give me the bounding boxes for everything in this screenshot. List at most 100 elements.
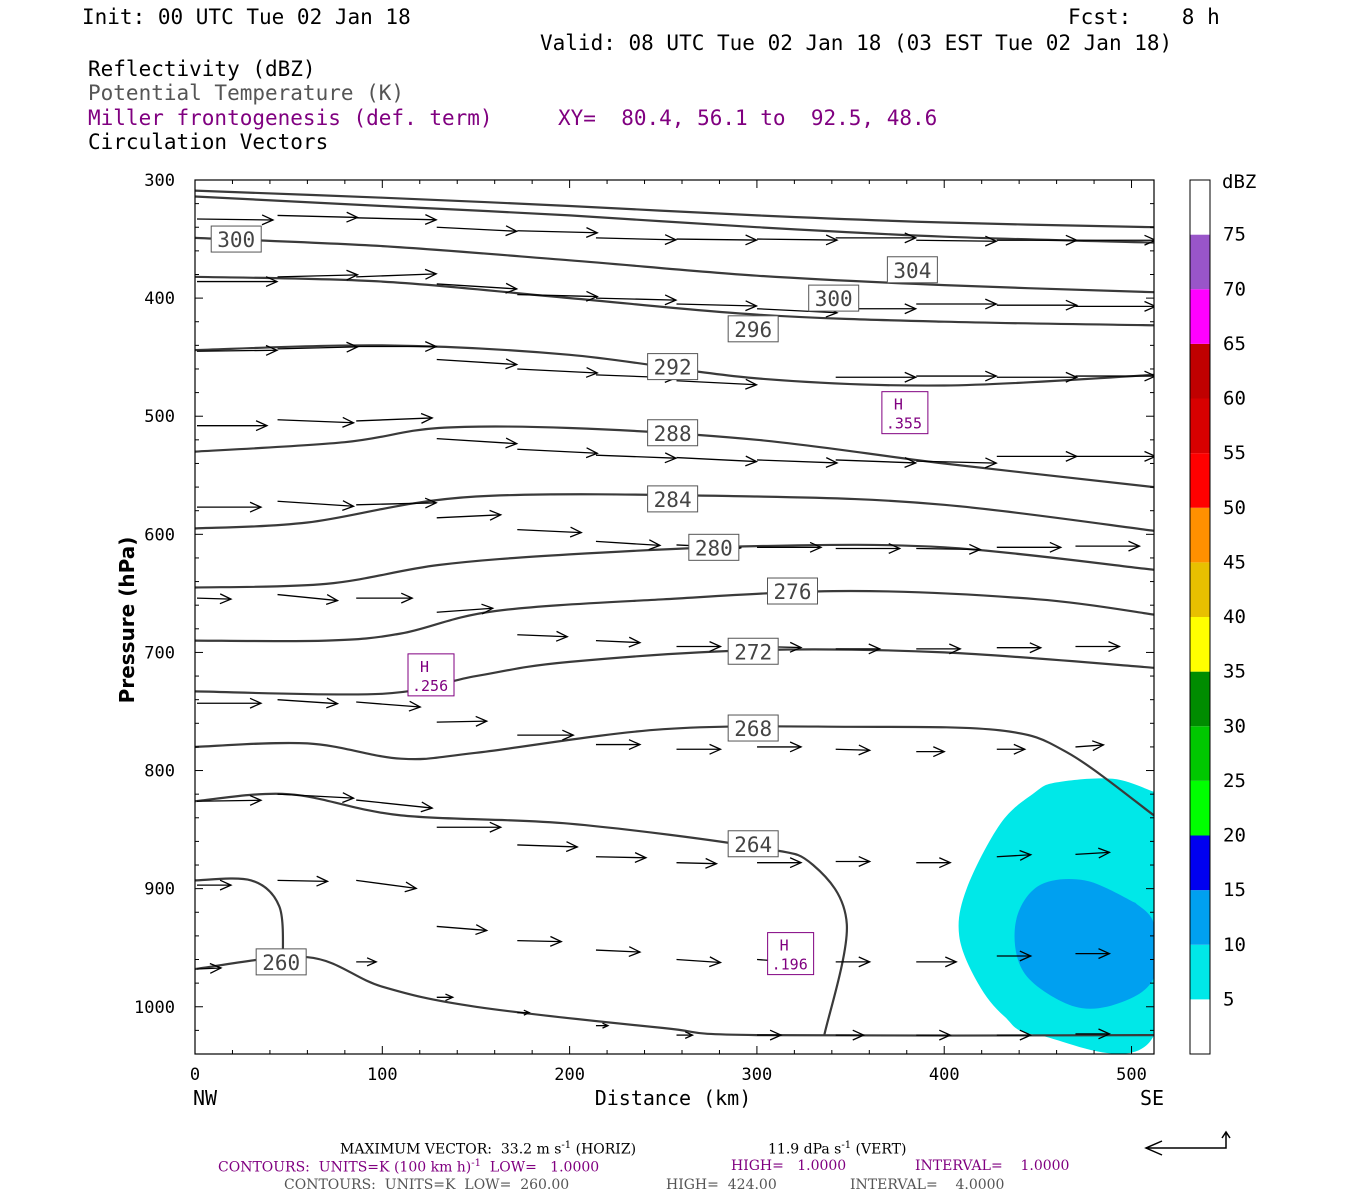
vector-head <box>342 416 356 428</box>
vector-head <box>664 234 678 246</box>
theta-contour-line <box>195 877 285 960</box>
circulation-vector <box>595 234 678 246</box>
colorbar-segment <box>1190 999 1210 1054</box>
vector-shaft <box>676 456 757 463</box>
circulation-vector <box>676 743 723 755</box>
circulation-vector <box>916 457 998 469</box>
vector-shaft <box>595 454 676 459</box>
circulation-vector <box>356 268 438 280</box>
vector-shaft <box>436 925 487 932</box>
circulation-vector <box>916 643 962 655</box>
contour-label: 268 <box>734 717 772 741</box>
frontogenesis-max-value: .355 <box>886 415 922 433</box>
circulation-vector <box>996 450 1079 462</box>
circulation-vector <box>356 700 422 712</box>
vector-head <box>939 1029 952 1041</box>
vector-shaft <box>436 438 517 445</box>
vector-head <box>249 794 263 806</box>
vector-shaft <box>517 634 568 638</box>
vector-shaft <box>916 547 981 551</box>
circulation-vector <box>835 643 882 655</box>
vector-shaft <box>517 939 562 943</box>
vector-head <box>628 946 642 958</box>
circulation-vector <box>197 276 279 288</box>
colorbar-level-label: 25 <box>1223 770 1246 792</box>
contour-label-box <box>647 485 699 513</box>
circulation-vector <box>916 298 998 310</box>
valid-time: Valid: 08 UTC Tue 02 Jan 18 (03 EST Tue … <box>540 31 1173 55</box>
circulation-vector <box>595 539 662 551</box>
circulation-vector <box>356 879 418 893</box>
vector-shaft <box>517 368 598 374</box>
vector-head <box>628 636 642 648</box>
circulation-vector <box>916 543 982 555</box>
vector-shaft <box>356 502 437 506</box>
vector-head <box>858 956 872 968</box>
vector-head <box>628 739 642 751</box>
circulation-vector <box>996 743 1027 755</box>
vector-head <box>424 497 438 509</box>
vector-head <box>1019 1029 1033 1041</box>
vector-shaft <box>517 844 578 848</box>
vector-shaft <box>676 238 757 241</box>
circulation-vector <box>916 857 952 869</box>
circulation-vector <box>197 879 233 891</box>
contour-label-box <box>727 830 779 858</box>
vector-head <box>825 234 839 246</box>
colorbar-level-label: 15 <box>1223 879 1246 901</box>
vector-head <box>904 303 918 315</box>
x-tick-label: 100 <box>367 1065 398 1085</box>
vector-head <box>265 276 279 288</box>
circulation-vector <box>356 412 434 424</box>
vector-shaft <box>916 460 997 464</box>
max-vector-info: MAXIMUM VECTOR: 33.2 m s-1 (HORIZ) <box>340 1140 637 1158</box>
vector-shaft <box>595 856 646 859</box>
vector-head <box>789 741 803 753</box>
colorbar-level-label: 60 <box>1223 388 1246 410</box>
vector-head <box>255 420 269 432</box>
circulation-vector <box>595 852 648 864</box>
x-tick-label: 0 <box>190 1065 200 1085</box>
theta-contour-line <box>195 792 848 1036</box>
contour-label-box <box>255 948 307 976</box>
vector-head <box>404 881 418 893</box>
circulation-vector <box>356 957 378 967</box>
frontogenesis-max-box <box>767 932 815 976</box>
x-axis-label: Distance (km) <box>595 1086 752 1110</box>
vector-head <box>1013 743 1027 755</box>
y-tick-label: 400 <box>144 289 175 309</box>
circulation-vector <box>996 371 1079 383</box>
circulation-vector <box>1075 740 1106 752</box>
colorbar-level-label: 10 <box>1223 934 1246 956</box>
circulation-vector <box>436 509 503 521</box>
vector-head <box>400 592 414 604</box>
circulation-vector <box>196 794 263 806</box>
circulation-vector <box>436 358 519 370</box>
colorbar-unit: dBZ <box>1222 171 1256 193</box>
vector-shaft <box>356 417 433 422</box>
circulation-vector <box>835 457 918 468</box>
circulation-vector <box>1075 641 1122 653</box>
colorbar-segment <box>1190 835 1210 891</box>
contour-label: 304 <box>893 259 931 283</box>
contour-label-box <box>647 353 699 381</box>
vector-shaft <box>676 958 721 964</box>
colorbar-frame <box>1189 179 1211 1055</box>
reference-vector-icon <box>1144 1130 1231 1156</box>
circulation-vector <box>356 214 438 226</box>
colorbar-level-label: 75 <box>1223 224 1246 246</box>
vector-shaft <box>277 879 328 883</box>
contour-label-box <box>647 419 699 447</box>
vector-head <box>825 457 839 468</box>
forecast-hour: Fcst: 8 h <box>1068 5 1220 29</box>
reflectivity-area-10dbz <box>1014 879 1154 1009</box>
vector-shaft <box>196 218 274 221</box>
contour-label: 300 <box>217 228 255 252</box>
vector-head <box>745 300 759 312</box>
contour-label-box <box>727 315 779 343</box>
circulation-vector <box>757 741 803 753</box>
frontogenesis-max-box <box>407 653 455 697</box>
vector-head <box>904 232 918 244</box>
